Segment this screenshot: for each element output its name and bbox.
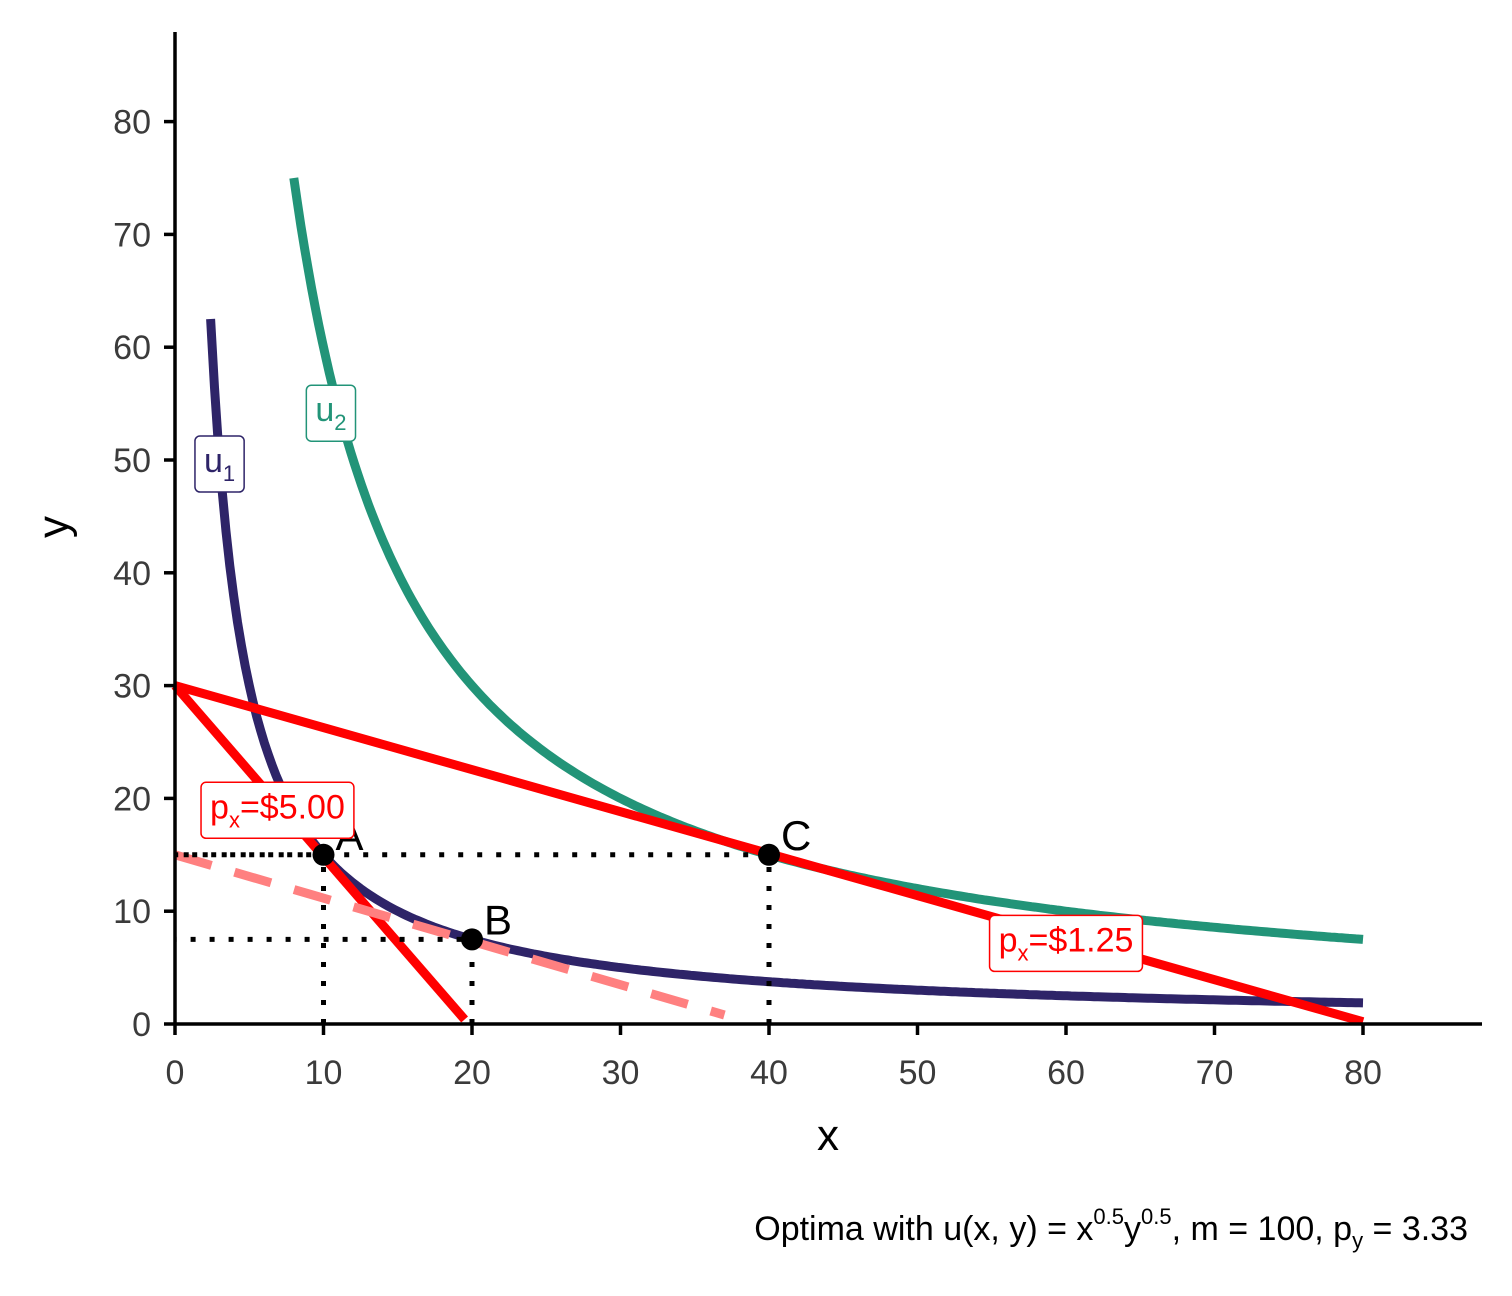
point-a (312, 843, 335, 866)
series-u1 (206, 318, 1364, 1008)
y-tick-label: 70 (113, 216, 151, 254)
x-tick-label: 10 (305, 1054, 343, 1092)
y-tick-label: 40 (113, 555, 151, 593)
caption: Optima with u(x, y) = x0.5y0.5, m = 100,… (754, 1204, 1468, 1253)
budget-label-1-text: px=$5.00 (210, 788, 345, 832)
x-tick-label: 80 (1344, 1054, 1382, 1092)
budget-label-2-box (988, 914, 1144, 973)
point-c (758, 843, 780, 866)
ticks-layer: 0 10 20 30 40 50 60 70 80 0 10 20 30 40 50 60 70 80 (113, 104, 1382, 1092)
label-u2: u2 (305, 384, 357, 442)
x-tick-label: 60 (1047, 1054, 1085, 1092)
x-tick-label: 30 (602, 1054, 640, 1092)
series-u2 (289, 177, 1364, 944)
y-tick-label: 10 (113, 893, 151, 931)
guide-lines-layer (175, 852, 772, 1024)
y-axis-title: y (29, 516, 78, 538)
caption-exp2: 0.5 (1141, 1204, 1172, 1229)
y-tick-label: 20 (113, 780, 151, 818)
label-u1: u1 (194, 435, 245, 493)
caption-sub: y (1352, 1228, 1363, 1253)
caption-after: , m = 100, p (1172, 1210, 1353, 1248)
y-tick-label: 60 (113, 329, 151, 367)
x-axis-title: x (817, 1111, 839, 1160)
x-tick-label: 50 (899, 1054, 937, 1092)
guide-line-a (175, 852, 326, 1024)
label-u1-box (194, 435, 245, 493)
label-u2-text: u2 (315, 391, 346, 435)
point-label-c: C (781, 812, 811, 859)
point-label-b: B (484, 896, 512, 943)
label-u2-box (305, 384, 357, 442)
caption-exp1: 0.5 (1093, 1204, 1124, 1229)
y-tick-label: 0 (132, 1006, 151, 1044)
y-tick-label: 80 (113, 104, 151, 142)
axes-layer (173, 32, 1482, 1026)
x-tick-label: 20 (453, 1054, 491, 1092)
caption-mid: y (1124, 1210, 1141, 1248)
x-tick-label: 40 (750, 1054, 788, 1092)
x-tick-label: 0 (166, 1054, 185, 1092)
x-tick-label: 70 (1196, 1054, 1234, 1092)
series-compensated-budget (173, 850, 726, 1020)
budget-label-1-box (200, 781, 355, 840)
label-u1-text: u1 (204, 442, 235, 486)
point-b (461, 928, 483, 951)
budget-label-2: px=$1.25 (988, 914, 1144, 973)
budget-label-1: px=$5.00 (200, 781, 355, 840)
y-tick-label: 30 (113, 668, 151, 706)
curves-layer (171, 177, 1365, 1027)
budget-label-2-text: px=$1.25 (999, 921, 1134, 965)
caption-tail: = 3.33 (1363, 1210, 1468, 1248)
caption-prefix: Optima with u(x, y) = x (754, 1210, 1093, 1248)
y-tick-label: 50 (113, 442, 151, 480)
annotations-layer: u1 u2 px=$5.00 px=$1.25 (194, 384, 1144, 973)
